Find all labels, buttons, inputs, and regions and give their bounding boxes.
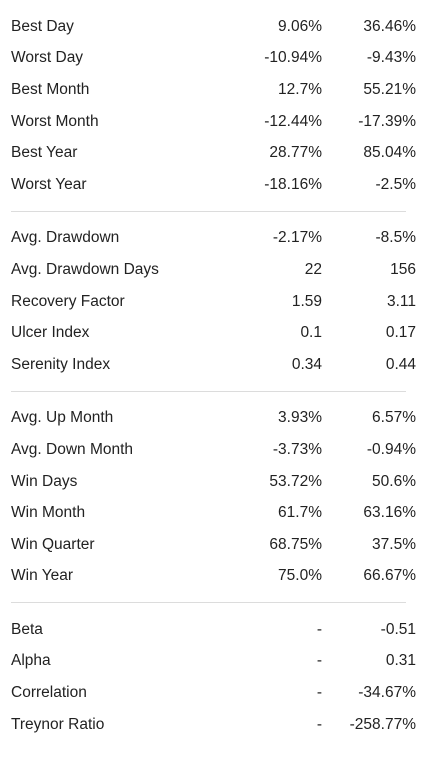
metric-label: Ulcer Index <box>11 324 90 342</box>
metric-value-benchmark: 37.5% <box>372 535 416 553</box>
table-row: Ulcer Index 0.1 0.17 <box>0 317 425 349</box>
metric-label: Best Year <box>11 144 78 162</box>
table-row: Serenity Index 0.34 0.44 <box>0 349 425 381</box>
metric-value-strategy: 0.1 <box>300 324 322 342</box>
metric-label: Recovery Factor <box>11 292 125 310</box>
metric-value-strategy: -3.73% <box>272 440 322 458</box>
metric-value-benchmark: -17.39% <box>358 112 416 130</box>
metric-value-strategy: 22 <box>304 260 322 278</box>
metric-label: Best Month <box>11 80 90 98</box>
metric-label: Avg. Down Month <box>11 440 134 458</box>
table-row: Avg. Drawdown Days 22 156 <box>0 254 425 286</box>
metric-value-strategy: 61.7% <box>278 504 322 522</box>
metric-value-benchmark: 85.04% <box>363 144 416 162</box>
metric-value-benchmark: -0.94% <box>366 440 416 458</box>
table-row: Worst Day -10.94% -9.43% <box>0 43 425 75</box>
metric-value-benchmark: -0.51 <box>380 620 416 638</box>
table-row: Best Month 12.7% 55.21% <box>0 74 425 106</box>
metrics-group-drawdown: Avg. Drawdown -2.17% -8.5% Avg. Drawdown… <box>0 223 425 381</box>
metric-value-strategy: - <box>316 620 322 638</box>
table-row: Win Year 75.0% 66.67% <box>0 561 425 593</box>
metric-value-strategy: -12.44% <box>264 112 322 130</box>
metric-value-benchmark: -8.5% <box>375 229 417 247</box>
metric-label: Win Quarter <box>11 535 95 553</box>
table-row: Win Quarter 68.75% 37.5% <box>0 529 425 561</box>
table-row: Win Month 61.7% 63.16% <box>0 497 425 529</box>
table-row: Alpha - 0.31 <box>0 646 425 678</box>
section-divider <box>11 390 406 392</box>
metric-value-strategy: 3.93% <box>278 409 322 427</box>
metric-label: Win Year <box>11 567 74 585</box>
metric-value-benchmark: 50.6% <box>372 472 416 490</box>
metric-value-strategy: - <box>316 715 322 733</box>
metrics-group-risk: Beta - -0.51 Alpha - 0.31 Correlation - … <box>0 614 425 740</box>
metric-value-benchmark: 0.44 <box>385 355 416 373</box>
metrics-group-win-rates: Avg. Up Month 3.93% 6.57% Avg. Down Mont… <box>0 403 425 593</box>
metrics-group-extremes: Best Day 9.06% 36.46% Worst Day -10.94% … <box>0 11 425 201</box>
table-row: Worst Month -12.44% -17.39% <box>0 106 425 138</box>
metric-value-strategy: 68.75% <box>269 535 322 553</box>
metric-value-benchmark: -9.43% <box>366 49 416 67</box>
metric-value-strategy: 0.34 <box>291 355 322 373</box>
table-row: Worst Year -18.16% -2.5% <box>0 169 425 201</box>
table-row: Treynor Ratio - -258.77% <box>0 709 425 741</box>
table-row: Correlation - -34.67% <box>0 677 425 709</box>
table-row: Win Days 53.72% 50.6% <box>0 466 425 498</box>
metric-label: Beta <box>11 620 43 638</box>
metric-value-strategy: -2.17% <box>272 229 322 247</box>
metric-label: Treynor Ratio <box>11 715 105 733</box>
metric-value-strategy: 53.72% <box>269 472 322 490</box>
metric-value-benchmark: -258.77% <box>349 715 416 733</box>
metric-value-strategy: - <box>316 652 322 670</box>
section-divider <box>11 602 406 604</box>
metric-label: Avg. Up Month <box>11 409 114 427</box>
metric-value-strategy: -10.94% <box>264 49 322 67</box>
table-row: Avg. Drawdown -2.17% -8.5% <box>0 223 425 255</box>
metrics-table: Best Day 9.06% 36.46% Worst Day -10.94% … <box>0 11 425 740</box>
metric-value-strategy: 75.0% <box>278 567 322 585</box>
metric-label: Win Days <box>11 472 78 490</box>
metric-label: Worst Month <box>11 112 99 130</box>
metric-label: Serenity Index <box>11 355 111 373</box>
table-row: Avg. Down Month -3.73% -0.94% <box>0 434 425 466</box>
metric-value-benchmark: 3.11 <box>386 292 416 310</box>
table-row: Beta - -0.51 <box>0 614 425 646</box>
metric-value-benchmark: 0.17 <box>385 324 416 342</box>
metric-label: Worst Day <box>11 49 84 67</box>
metric-value-benchmark: 55.21% <box>363 80 416 98</box>
table-row: Best Year 28.77% 85.04% <box>0 137 425 169</box>
metric-label: Correlation <box>11 684 87 702</box>
metric-value-strategy: -18.16% <box>264 175 322 193</box>
table-row: Avg. Up Month 3.93% 6.57% <box>0 403 425 435</box>
metric-value-benchmark: 63.16% <box>363 504 416 522</box>
metric-value-strategy: 12.7% <box>278 80 322 98</box>
metric-label: Worst Year <box>11 175 87 193</box>
metric-value-benchmark: -34.67% <box>358 684 416 702</box>
metric-value-strategy: 28.77% <box>269 144 322 162</box>
metric-label: Alpha <box>11 652 51 670</box>
section-divider <box>11 210 406 212</box>
table-row: Best Day 9.06% 36.46% <box>0 11 425 43</box>
metric-value-benchmark: 6.57% <box>372 409 416 427</box>
metric-value-strategy: 1.59 <box>291 292 322 310</box>
metric-value-benchmark: 36.46% <box>363 17 416 35</box>
metric-value-benchmark: 0.31 <box>385 652 416 670</box>
metric-value-benchmark: 156 <box>390 260 416 278</box>
metric-value-benchmark: 66.67% <box>363 567 416 585</box>
metric-value-strategy: - <box>316 684 322 702</box>
metric-value-strategy: 9.06% <box>278 17 322 35</box>
metric-label: Best Day <box>11 17 74 35</box>
metric-label: Avg. Drawdown <box>11 229 120 247</box>
metric-label: Avg. Drawdown Days <box>11 260 159 278</box>
metric-label: Win Month <box>11 504 86 522</box>
table-row: Recovery Factor 1.59 3.11 <box>0 286 425 318</box>
metric-value-benchmark: -2.5% <box>375 175 417 193</box>
